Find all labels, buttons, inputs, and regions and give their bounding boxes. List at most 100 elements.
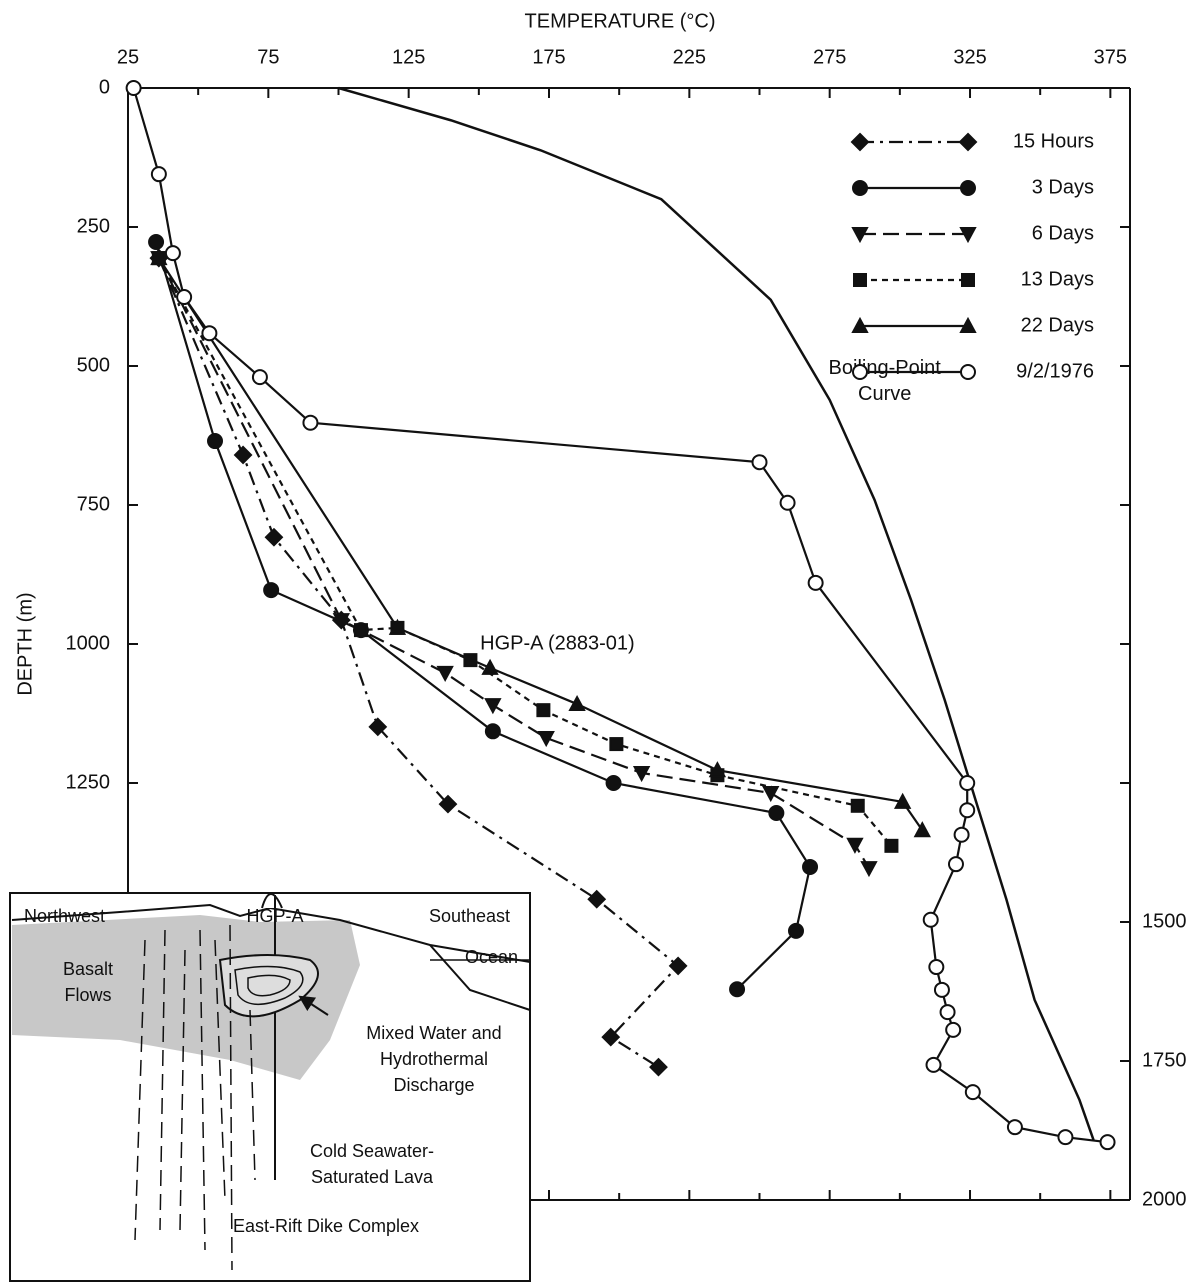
inset-label: East-Rift Dike Complex bbox=[233, 1216, 419, 1236]
legend-label: 22 Days bbox=[1021, 314, 1094, 336]
inset-label: Southeast bbox=[429, 906, 510, 926]
y-tick-label: 1250 bbox=[66, 771, 111, 793]
data-point bbox=[885, 840, 897, 852]
data-point bbox=[1101, 1135, 1115, 1149]
chart: TEMPERATURE (°C) DEPTH (m) 25 75 125 175 225… bbox=[0, 0, 1204, 1283]
annotation: HGP-A (2883-01) bbox=[480, 632, 635, 654]
data-point bbox=[929, 960, 943, 974]
x-tick-label: 75 bbox=[257, 46, 279, 68]
data-point bbox=[483, 661, 497, 674]
data-point bbox=[1008, 1120, 1022, 1134]
data-point bbox=[607, 776, 621, 790]
series-line bbox=[159, 258, 892, 846]
x-tick-label: 275 bbox=[813, 46, 846, 68]
legend-label: 9/2/1976 bbox=[1016, 360, 1094, 382]
data-point bbox=[570, 697, 584, 710]
data-point bbox=[955, 828, 969, 842]
data-point bbox=[924, 913, 938, 927]
inset-label: Basalt bbox=[63, 959, 113, 979]
inset-label: Saturated Lava bbox=[311, 1167, 434, 1187]
inset-label: Discharge bbox=[393, 1075, 474, 1095]
inset-diagram: Northwest HGP-A Southeast Ocean Basalt Flows M… bbox=[10, 893, 530, 1281]
data-point bbox=[166, 246, 180, 260]
y-tick-label: 1000 bbox=[66, 632, 111, 654]
legend-label: 3 Days bbox=[1032, 176, 1094, 198]
x-tick-label: 225 bbox=[673, 46, 706, 68]
inset-label: Ocean bbox=[465, 947, 518, 967]
data-point bbox=[537, 704, 549, 716]
data-point bbox=[966, 1085, 980, 1099]
data-point bbox=[177, 290, 191, 304]
legend-marker bbox=[961, 181, 975, 195]
data-point bbox=[264, 583, 278, 597]
data-point bbox=[303, 416, 317, 430]
data-point bbox=[149, 235, 163, 249]
y2-tick-label: 1500 bbox=[1142, 910, 1187, 932]
x-tick-label: 325 bbox=[953, 46, 986, 68]
data-point bbox=[935, 983, 949, 997]
x-axis-title: TEMPERATURE (°C) bbox=[525, 10, 716, 32]
data-point bbox=[235, 447, 251, 463]
inset-label: Flows bbox=[64, 985, 111, 1005]
data-point bbox=[152, 167, 166, 181]
x-tick-label: 175 bbox=[532, 46, 565, 68]
data-point bbox=[803, 860, 817, 874]
y-tick-label: 0 bbox=[99, 76, 110, 98]
legend-marker bbox=[853, 365, 867, 379]
inset-label: Cold Seawater- bbox=[310, 1141, 434, 1161]
legend-marker bbox=[960, 134, 976, 150]
x-tick-label: 25 bbox=[117, 46, 139, 68]
x-tick-label: 375 bbox=[1094, 46, 1127, 68]
y-tick-label: 250 bbox=[77, 215, 110, 237]
data-point bbox=[539, 732, 553, 745]
legend-marker bbox=[852, 134, 868, 150]
data-point bbox=[610, 738, 622, 750]
y2-tick-label: 2000 bbox=[1142, 1188, 1187, 1210]
data-point bbox=[127, 81, 141, 95]
data-point bbox=[355, 624, 367, 636]
data-point bbox=[253, 370, 267, 384]
data-point bbox=[753, 455, 767, 469]
inset-label: Mixed Water and bbox=[366, 1023, 501, 1043]
x-tick-label: 125 bbox=[392, 46, 425, 68]
data-point bbox=[862, 862, 876, 875]
y-axis-title: DEPTH (m) bbox=[14, 592, 36, 695]
y-tick-label: 500 bbox=[77, 354, 110, 376]
legend-marker bbox=[962, 274, 974, 286]
legend-label: 15 Hours bbox=[1013, 130, 1094, 152]
inset-label: Hydrothermal bbox=[380, 1049, 488, 1069]
data-point bbox=[941, 1005, 955, 1019]
data-point bbox=[589, 891, 605, 907]
data-point bbox=[781, 496, 795, 510]
data-point bbox=[730, 982, 744, 996]
data-point bbox=[949, 857, 963, 871]
data-point bbox=[769, 806, 783, 820]
data-point bbox=[486, 724, 500, 738]
data-point bbox=[789, 924, 803, 938]
legend-marker bbox=[961, 365, 975, 379]
annotation: Curve bbox=[858, 383, 911, 405]
inset-label: HGP-A bbox=[246, 906, 303, 926]
data-point bbox=[202, 326, 216, 340]
data-point bbox=[266, 529, 282, 545]
data-point bbox=[438, 667, 452, 680]
legend-label: 13 Days bbox=[1021, 268, 1094, 290]
data-point bbox=[486, 699, 500, 712]
series-line bbox=[156, 242, 810, 989]
data-point bbox=[946, 1023, 960, 1037]
annotation: Boiling-Point bbox=[829, 357, 942, 379]
inset-label: Northwest bbox=[24, 906, 105, 926]
data-point bbox=[208, 434, 222, 448]
data-point bbox=[852, 800, 864, 812]
data-point bbox=[960, 776, 974, 790]
series-line bbox=[159, 258, 869, 868]
y2-tick-label: 1750 bbox=[1142, 1049, 1187, 1071]
data-point bbox=[848, 839, 862, 852]
data-point bbox=[1058, 1130, 1072, 1144]
legend-marker bbox=[853, 181, 867, 195]
data-point bbox=[915, 823, 929, 836]
legend-marker bbox=[854, 274, 866, 286]
y-tick-label: 750 bbox=[77, 493, 110, 515]
legend-label: 6 Days bbox=[1032, 222, 1094, 244]
data-point bbox=[927, 1058, 941, 1072]
